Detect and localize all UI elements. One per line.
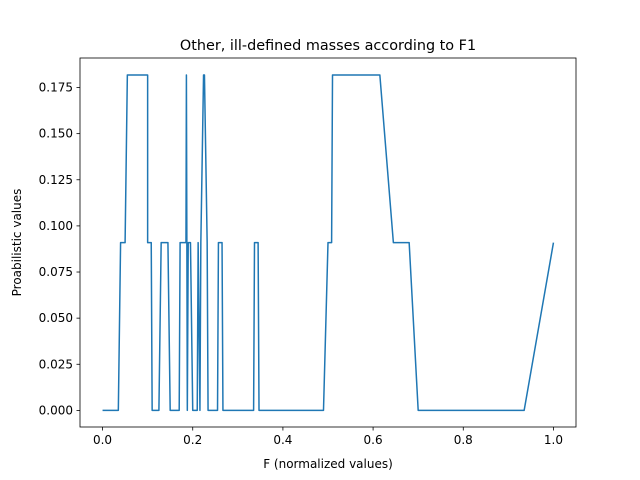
y-tick-label: 0.125 (39, 173, 73, 187)
x-tick-label: 1.0 (544, 433, 563, 447)
y-tick-label: 0.050 (39, 311, 73, 325)
x-axis-label: F (normalized values) (263, 457, 393, 471)
y-tick-label: 0.175 (39, 81, 73, 95)
x-tick-label: 0.0 (93, 433, 112, 447)
y-tick-label: 0.100 (39, 219, 73, 233)
y-tick-label: 0.025 (39, 357, 73, 371)
y-tick-label: 0.150 (39, 127, 73, 141)
x-tick-label: 0.8 (454, 433, 473, 447)
x-tick-label: 0.4 (273, 433, 292, 447)
x-tick-label: 0.6 (364, 433, 383, 447)
plot-frame (79, 57, 577, 428)
y-tick-label: 0.000 (39, 403, 73, 417)
y-axis-label: Proabilistic values (10, 189, 24, 297)
x-tick-label: 0.2 (183, 433, 202, 447)
series-line (102, 74, 555, 412)
chart-title: Other, ill-defined masses according to F… (180, 38, 476, 54)
y-tick-label: 0.075 (39, 265, 73, 279)
y-axis-ticks: 0.000 0.025 0.050 0.075 0.100 0.125 0.150 0.175 (39, 81, 80, 417)
x-axis-ticks: 0.0 0.2 0.4 0.6 0.8 1.0 (93, 427, 563, 447)
